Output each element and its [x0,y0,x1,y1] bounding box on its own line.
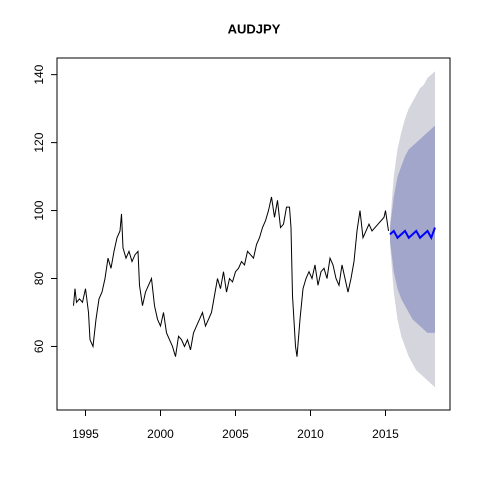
x-tick-label: 1995 [72,427,99,441]
forecast-line [389,227,436,241]
history-line [73,196,389,357]
plot-frame [56,57,451,411]
y-tick-label: 80 [32,272,46,286]
x-tick-label: 2000 [147,427,174,441]
x-tick-label: 2010 [297,427,324,441]
forecast-band [390,125,435,333]
y-tick-label: 100 [32,200,46,220]
x-tick-label: 2005 [222,427,249,441]
y-tick-label: 120 [32,132,46,152]
chart-title: AUDJPY [228,21,281,36]
x-tick-label: 2015 [372,427,399,441]
y-tick-label: 140 [32,64,46,84]
y-tick-label: 60 [32,339,46,353]
